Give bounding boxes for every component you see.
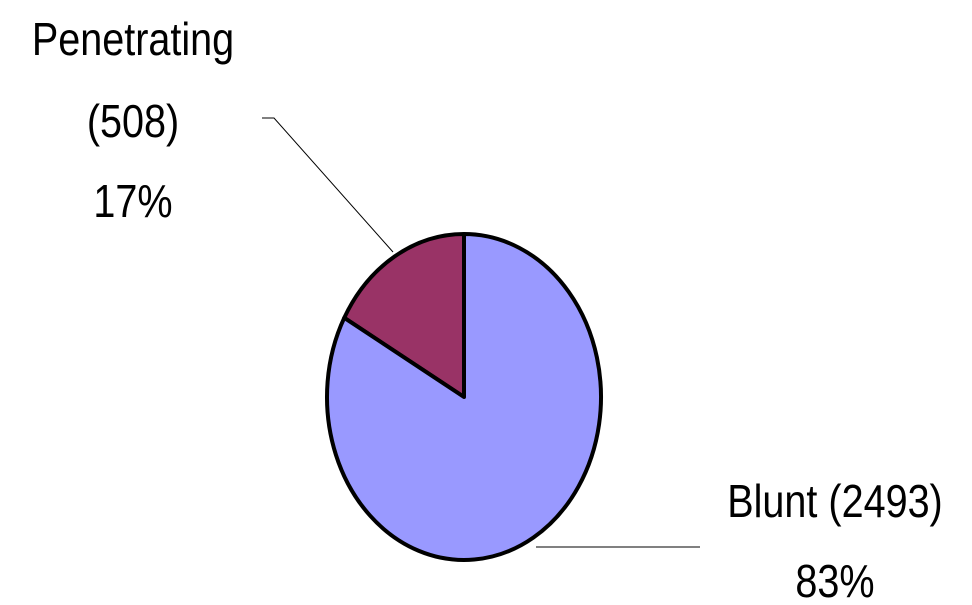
blunt-name-count-label: Blunt (2493) [727,476,942,527]
penetrating-count-label: (508) [87,96,179,147]
penetrating-leader-line [262,117,394,253]
penetrating-percent-label: 17% [93,176,172,227]
pie-slice-blunt [325,232,604,562]
blunt-name: Blunt [727,476,817,527]
pie-slices [325,232,604,562]
penetrating-name-label: Penetrating [32,14,234,65]
pie-slice-penetrating [342,232,466,399]
blunt-percent-label: 83% [795,556,874,605]
blunt-count: (2493) [828,476,942,527]
